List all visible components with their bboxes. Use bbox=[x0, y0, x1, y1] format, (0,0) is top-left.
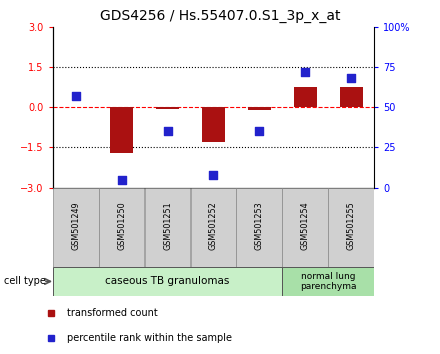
Bar bbox=[156, 107, 179, 109]
Text: GSM501254: GSM501254 bbox=[301, 201, 310, 250]
Bar bbox=[53, 267, 282, 296]
Bar bbox=[202, 107, 225, 142]
Text: GSM501251: GSM501251 bbox=[163, 201, 172, 250]
Bar bbox=[110, 107, 133, 153]
Text: transformed count: transformed count bbox=[67, 308, 158, 318]
Text: GSM501249: GSM501249 bbox=[71, 201, 80, 250]
Point bbox=[72, 93, 79, 99]
Point bbox=[348, 75, 355, 81]
Text: GDS4256 / Hs.55407.0.S1_3p_x_at: GDS4256 / Hs.55407.0.S1_3p_x_at bbox=[100, 9, 340, 23]
Bar bbox=[294, 87, 317, 107]
Text: GSM501253: GSM501253 bbox=[255, 201, 264, 250]
Point bbox=[164, 129, 171, 134]
Bar bbox=[340, 87, 363, 107]
Point bbox=[210, 172, 217, 178]
Point bbox=[302, 69, 309, 74]
Text: percentile rank within the sample: percentile rank within the sample bbox=[67, 333, 232, 343]
Bar bbox=[282, 188, 328, 267]
Bar bbox=[191, 188, 236, 267]
Bar bbox=[53, 188, 99, 267]
Bar bbox=[99, 188, 144, 267]
Bar bbox=[282, 267, 374, 296]
Bar bbox=[145, 188, 191, 267]
Bar bbox=[236, 188, 282, 267]
Point bbox=[118, 177, 125, 182]
Text: caseous TB granulomas: caseous TB granulomas bbox=[105, 276, 230, 286]
Text: GSM501250: GSM501250 bbox=[117, 201, 126, 250]
Text: GSM501255: GSM501255 bbox=[347, 201, 356, 250]
Text: normal lung
parenchyma: normal lung parenchyma bbox=[300, 272, 356, 291]
Text: cell type: cell type bbox=[4, 276, 46, 286]
Bar bbox=[248, 107, 271, 110]
Point bbox=[256, 129, 263, 134]
Text: GSM501252: GSM501252 bbox=[209, 201, 218, 250]
Bar bbox=[328, 188, 374, 267]
